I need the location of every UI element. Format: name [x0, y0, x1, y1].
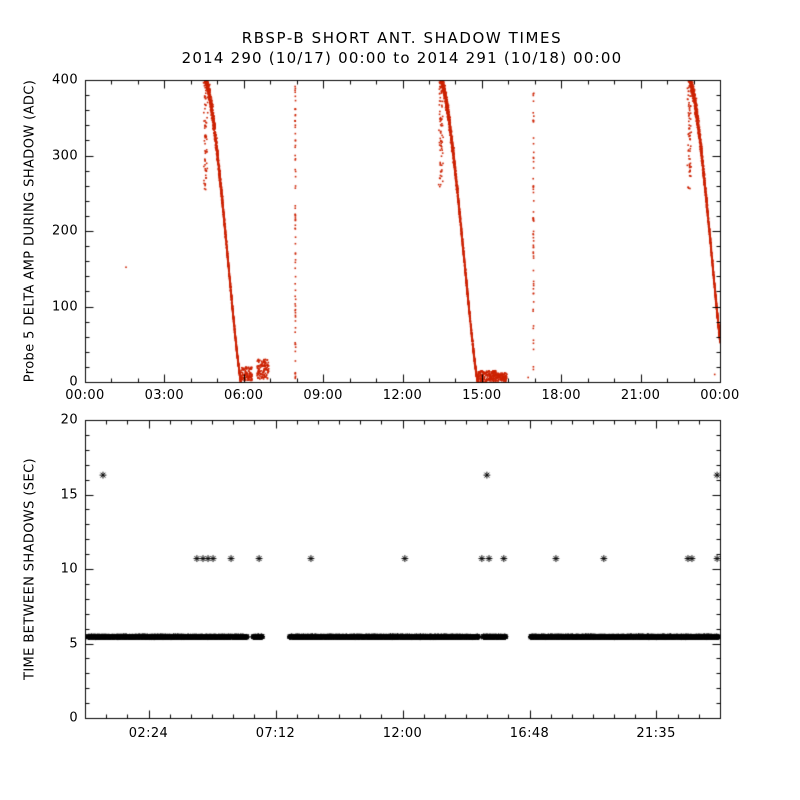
y-tick-label: 100 — [51, 299, 78, 314]
top-y-axis-label: Probe 5 DELTA AMP DURING SHADOW (ADC) — [22, 79, 38, 383]
chart-title: RBSP-B SHORT ANT. SHADOW TIMES — [241, 29, 563, 47]
x-tick-label: 00:00 — [700, 388, 740, 403]
y-tick-label: 0 — [69, 710, 78, 726]
x-tick-label: 02:24 — [128, 726, 169, 741]
y-tick-label: 10 — [60, 561, 78, 577]
x-tick-label: 00:00 — [65, 388, 105, 403]
x-tick-label: 12:00 — [382, 726, 423, 741]
x-tick-label: 21:00 — [620, 388, 661, 403]
y-tick-label: 300 — [51, 148, 78, 163]
x-tick-label: 12:00 — [382, 388, 423, 403]
x-tick-label: 06:00 — [224, 388, 264, 403]
y-tick-label: 20 — [60, 412, 78, 428]
y-tick-label: 0 — [69, 374, 78, 390]
y-tick-label: 200 — [51, 223, 78, 239]
y-tick-label: 15 — [60, 487, 78, 502]
x-tick-label: 16:48 — [509, 726, 550, 741]
x-tick-label: 15:00 — [462, 388, 502, 403]
x-tick-label: 18:00 — [541, 388, 581, 403]
bottom-y-axis-label: TIME BETWEEN SHADOWS (SEC) — [22, 457, 38, 681]
x-tick-label: 09:00 — [303, 388, 343, 403]
x-tick-label: 21:35 — [636, 726, 676, 741]
y-tick-label: 400 — [51, 72, 78, 88]
x-tick-label: 03:00 — [144, 388, 185, 403]
y-tick-label: 5 — [69, 636, 78, 651]
x-tick-label: 07:12 — [255, 726, 296, 741]
chart-subtitle: 2014 290 (10/17) 00:00 to 2014 291 (10/1… — [181, 49, 623, 67]
